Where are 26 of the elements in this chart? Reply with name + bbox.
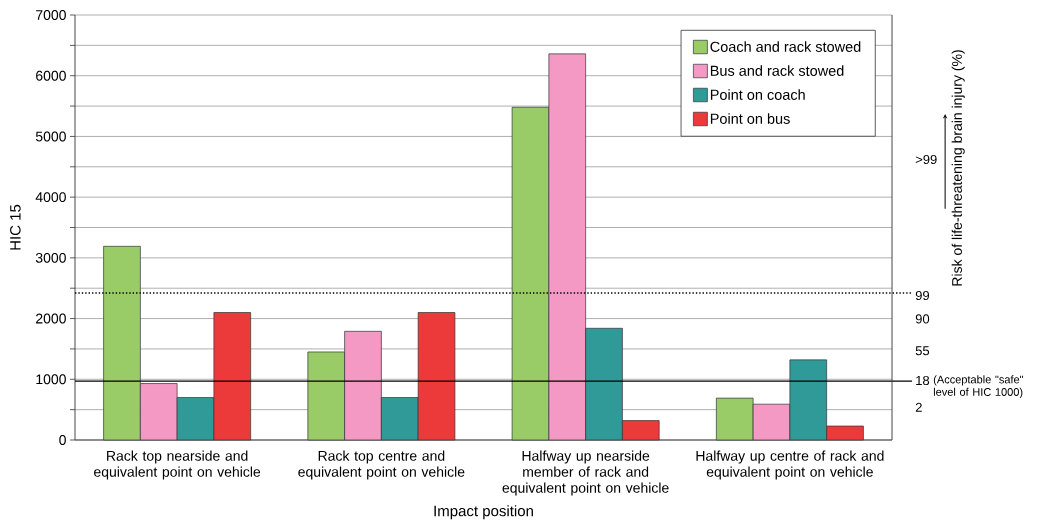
text: 18 bbox=[916, 375, 930, 386]
y-tick-label: 3000 bbox=[35, 252, 66, 263]
legend-label: Point on coach bbox=[710, 89, 805, 100]
text: 99 bbox=[915, 290, 930, 301]
text: 55 bbox=[915, 346, 930, 356]
y-tick-label: 2000 bbox=[36, 313, 66, 324]
ref-line-label: (Acceptable "safe" level of HIC 1000) bbox=[933, 375, 1024, 399]
x-tick-label: Halfway up nearside member of rack and equivalent point on vehicle bbox=[502, 450, 669, 496]
y-tick-label: 0 bbox=[59, 435, 66, 445]
y-axis-title: HIC 15 bbox=[10, 204, 21, 250]
y-tick-label: 6000 bbox=[36, 70, 66, 81]
x-tick-label: Halfway up centre of rack and equivalent point on vehicle bbox=[696, 450, 884, 480]
x-tick-label: Rack top centre and equivalent point on vehicle bbox=[298, 450, 465, 480]
y-tick-label: 4000 bbox=[35, 192, 66, 203]
text: 2 bbox=[915, 402, 922, 412]
legend-label: Bus and rack stowed bbox=[710, 65, 844, 76]
text: 90 bbox=[915, 314, 930, 324]
y-tick-label: 1000 bbox=[36, 374, 66, 385]
legend-label: Point on bus bbox=[710, 113, 790, 124]
text: >99 bbox=[915, 154, 937, 165]
y-tick-label: 7000 bbox=[36, 10, 66, 20]
x-axis-title: Impact position bbox=[434, 505, 533, 520]
y2-axis-title: Risk of life-threatening brain injury (%) bbox=[951, 50, 965, 286]
x-tick-label: Rack top nearside and equivalent point on vehicle bbox=[94, 450, 261, 480]
legend-label: Coach and rack stowed bbox=[710, 41, 861, 52]
y-tick-label: 5000 bbox=[35, 131, 66, 142]
